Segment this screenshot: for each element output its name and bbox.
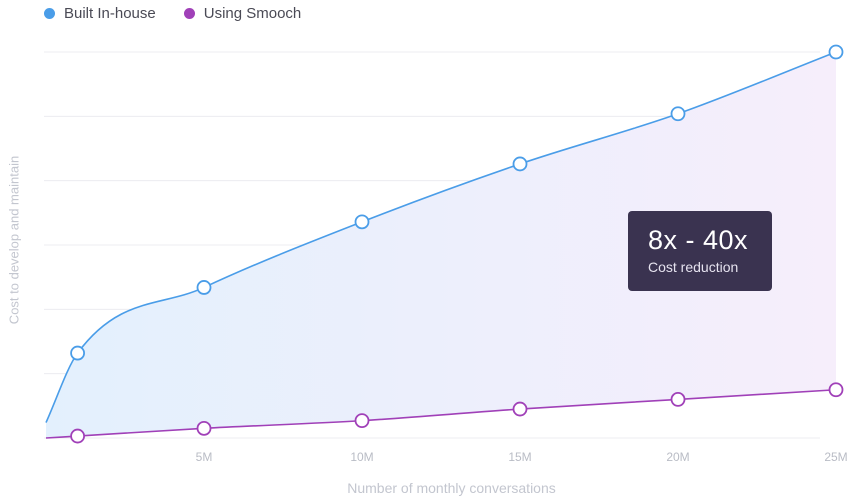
- difference-area: [46, 52, 836, 438]
- legend-label-built-in-house: Built In-house: [64, 5, 156, 22]
- data-point-built-in-house: [512, 156, 528, 172]
- cost-reduction-tooltip: 8x - 40x Cost reduction: [628, 211, 772, 291]
- data-point-using-smooch: [354, 413, 370, 429]
- data-point-using-smooch: [670, 391, 686, 407]
- data-point-using-smooch: [828, 382, 844, 398]
- legend-item-using-smooch[interactable]: Using Smooch: [183, 5, 302, 22]
- x-tick-label: 10M: [350, 450, 373, 464]
- legend-item-built-in-house[interactable]: Built In-house: [44, 5, 156, 22]
- x-tick-label: 20M: [666, 450, 689, 464]
- legend: Built In-house Using Smooch: [44, 5, 301, 22]
- tooltip-subtitle: Cost reduction: [648, 259, 739, 275]
- data-point-built-in-house: [828, 44, 844, 60]
- data-point-using-smooch: [512, 401, 528, 417]
- data-point-built-in-house: [354, 214, 370, 230]
- legend-label-using-smooch: Using Smooch: [203, 5, 302, 22]
- data-point-built-in-house: [70, 345, 85, 361]
- tooltip-title: 8x - 40x: [648, 225, 749, 255]
- data-point-built-in-house: [196, 280, 212, 295]
- x-tick-label: 15M: [508, 450, 531, 464]
- legend-dot-using-smooch: [183, 8, 195, 19]
- x-tick-label: 25M: [824, 450, 847, 464]
- x-tick-label: 5M: [196, 450, 213, 464]
- y-axis-label: Cost to develop and maintain: [6, 155, 22, 325]
- data-point-using-smooch: [70, 428, 85, 444]
- legend-dot-built-in-house: [44, 8, 55, 19]
- data-point-using-smooch: [196, 420, 212, 436]
- data-point-built-in-house: [670, 106, 686, 122]
- x-axis-label: Number of monthly conversations: [347, 480, 556, 496]
